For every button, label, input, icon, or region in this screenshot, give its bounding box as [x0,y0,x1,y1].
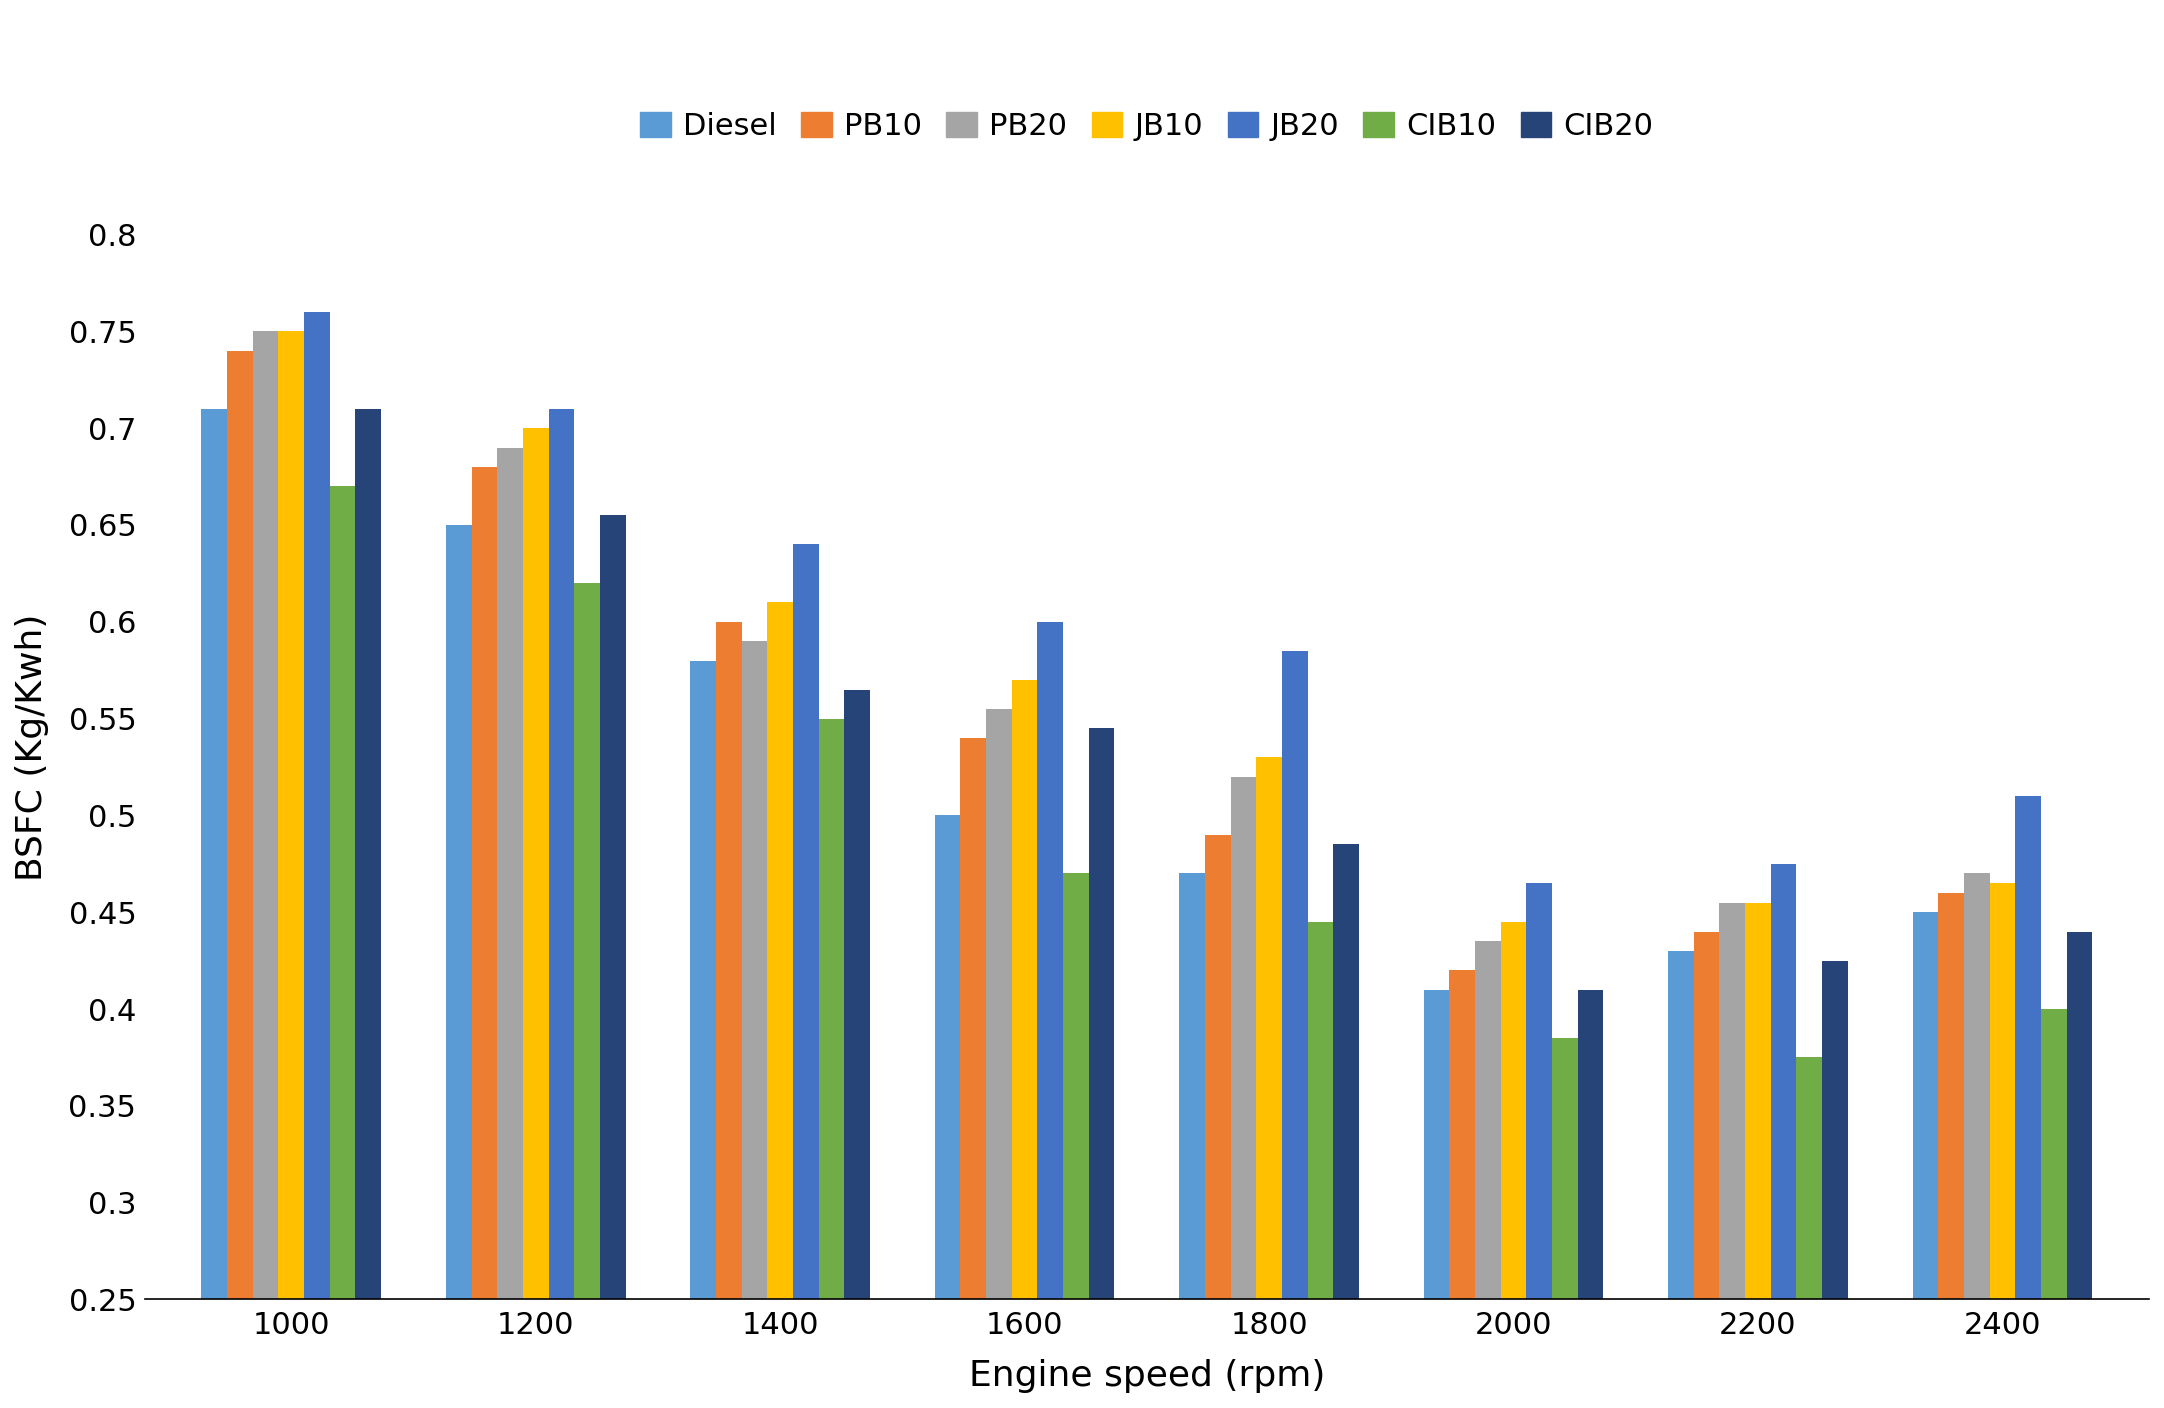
Bar [201,408,227,1300]
Bar [329,486,355,1300]
Bar [227,351,253,1300]
Bar [1720,903,1744,1300]
Bar [1822,960,1848,1300]
Bar [716,622,742,1300]
Bar [818,718,844,1300]
Bar [690,660,716,1300]
X-axis label: Engine speed (rpm): Engine speed (rpm) [969,1359,1324,1393]
Legend: Diesel, PB10, PB20, JB10, JB20, CIB10, CIB20: Diesel, PB10, PB20, JB10, JB20, CIB10, C… [641,111,1653,141]
Bar [355,408,381,1300]
Bar [599,515,625,1300]
Bar [1965,873,1989,1300]
Bar [1578,990,1604,1300]
Bar [1424,990,1450,1300]
Bar [1668,950,1694,1300]
Bar [1257,758,1281,1300]
Bar [1500,922,1526,1300]
Bar [573,583,599,1300]
Bar [1013,680,1037,1300]
Bar [472,467,498,1300]
Bar [1913,912,1939,1300]
Bar [1476,942,1500,1300]
Bar [1179,873,1205,1300]
Bar [279,331,305,1300]
Bar [1333,845,1359,1300]
Bar [1063,873,1088,1300]
Bar [1989,883,2015,1300]
Bar [792,545,818,1300]
Bar [498,448,524,1300]
Bar [1694,932,1720,1300]
Bar [961,738,987,1300]
Bar [987,710,1013,1300]
Bar [935,815,961,1300]
Bar [1796,1057,1822,1300]
Bar [1281,650,1307,1300]
Bar [1088,728,1114,1300]
Bar [1205,835,1231,1300]
Bar [2015,796,2041,1300]
Bar [446,525,472,1300]
Bar [1450,970,1476,1300]
Bar [253,331,279,1300]
Bar [1744,903,1770,1300]
Bar [768,603,792,1300]
Bar [2067,932,2093,1300]
Y-axis label: BSFC (Kg/Kwh): BSFC (Kg/Kwh) [15,614,50,881]
Bar [305,313,329,1300]
Bar [2041,1010,2067,1300]
Bar [550,408,573,1300]
Bar [1307,922,1333,1300]
Bar [1552,1038,1578,1300]
Bar [1037,622,1063,1300]
Bar [1939,893,1965,1300]
Bar [742,641,768,1300]
Bar [1231,777,1257,1300]
Bar [524,428,550,1300]
Bar [1526,883,1552,1300]
Bar [844,690,870,1300]
Bar [1770,865,1796,1300]
